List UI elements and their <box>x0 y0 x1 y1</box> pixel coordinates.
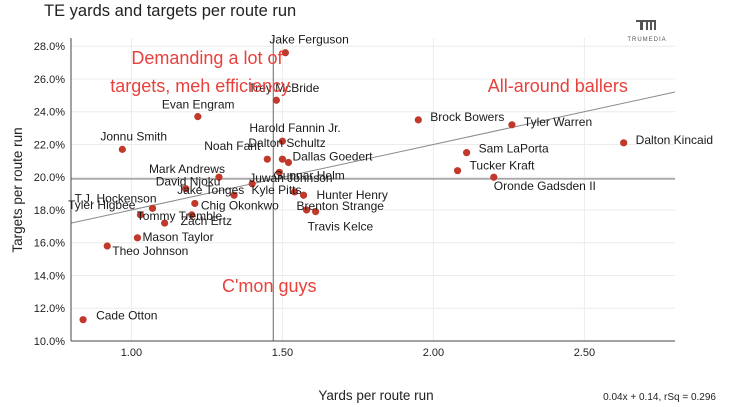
point-label: Chig Okonkwo <box>201 198 279 212</box>
data-point <box>194 113 202 121</box>
x-tick-label: 2.00 <box>423 347 444 359</box>
data-point <box>182 185 190 193</box>
data-point <box>263 155 271 163</box>
chart-title: TE yards and targets per route run <box>44 2 297 20</box>
logo-m3-icon <box>654 22 656 30</box>
data-point <box>278 137 286 145</box>
point-label: Tyler Warren <box>524 115 592 129</box>
point-label: Jake Ferguson <box>269 33 348 47</box>
point-label: Tommy Tremble <box>137 209 223 223</box>
y-tick-label: 22.0% <box>34 139 65 151</box>
point-label: Harold Fannin Jr. <box>249 121 340 135</box>
data-point <box>248 180 256 188</box>
data-point <box>133 234 142 242</box>
data-point <box>290 188 299 196</box>
point-label: Tucker Kraft <box>470 159 536 173</box>
point-label: Oronde Gadsden II <box>494 179 596 193</box>
y-tick-label: 10.0% <box>34 336 65 348</box>
y-tick-label: 20.0% <box>34 172 65 184</box>
logo-m2-icon <box>650 22 652 30</box>
x-axis-label: Yards per route run <box>318 388 433 403</box>
data-point <box>312 208 320 216</box>
y-tick-label: 24.0% <box>34 107 65 119</box>
point-label: Travis Kelce <box>308 220 374 234</box>
reference-lines <box>71 38 675 341</box>
chart-annotation: All-around ballers <box>488 76 628 96</box>
tick-labels: 10.0% 12.0% 14.0% 16.0% 18.0% 20.0% 22.0% 24.0%… <box>34 41 595 359</box>
logo-t-icon <box>640 22 643 30</box>
point-label: Hunter Henry <box>317 188 388 202</box>
point-label: Jonnu Smith <box>100 129 167 143</box>
point-label: Kyle Pitts <box>251 183 301 197</box>
point-label: Zach Ertz <box>181 214 232 228</box>
y-tick-label: 18.0% <box>34 205 65 217</box>
y-tick-label: 12.0% <box>34 303 65 315</box>
point-label: Dallas Goedert <box>292 149 373 163</box>
data-point <box>230 191 238 199</box>
data-point <box>191 199 199 208</box>
y-tick-label: 16.0% <box>34 238 65 250</box>
point-label: Tyler Higbee <box>68 198 136 212</box>
point-label: David Njoku <box>156 175 221 189</box>
data-point <box>161 219 169 227</box>
point-label: Jake Tonges <box>177 183 244 197</box>
x-tick-label: 2.50 <box>574 347 595 359</box>
y-tick-label: 26.0% <box>34 74 65 86</box>
point-label: Mark Andrews <box>149 162 225 176</box>
chart-annotation: Demanding a lot of <box>131 48 283 68</box>
data-point <box>508 121 516 129</box>
logo-m1-icon <box>646 22 648 30</box>
data-point <box>414 116 422 124</box>
annotations: Demanding a lot of targets, meh efficienc… <box>110 48 628 296</box>
data-point <box>453 167 462 175</box>
x-tick-label: 1.50 <box>272 347 293 359</box>
data-point <box>148 204 157 212</box>
data-point <box>278 155 286 163</box>
data-point <box>188 211 196 219</box>
point-label: T.J. Hockenson <box>74 191 156 205</box>
axes <box>70 38 675 342</box>
y-tick-label: 14.0% <box>34 270 65 282</box>
data-point <box>103 242 111 250</box>
y-tick-label: 28.0% <box>34 41 65 53</box>
trumedia-logo: TRUMEDIA <box>627 20 666 43</box>
chart-annotation: C'mon guys <box>222 276 316 296</box>
point-label: Dalton Schultz <box>248 136 325 150</box>
data-point <box>490 173 498 181</box>
x-tick-label: 1.00 <box>121 347 142 359</box>
point-label: Sam LaPorta <box>479 142 549 156</box>
point-labels: Jake Ferguson Trey McBride Evan Engram Broc… <box>68 33 713 323</box>
point-label: Mason Taylor <box>142 230 213 244</box>
point-label: Evan Engram <box>162 98 235 112</box>
data-point <box>463 149 471 157</box>
data-point <box>118 145 126 153</box>
point-label: Theo Johnson <box>112 244 188 258</box>
point-label: Juwan Johnson <box>249 171 332 185</box>
chart-annotation: targets, meh efficiency <box>110 76 290 96</box>
trendline-equation: 0.04x + 0.14, rSq = 0.296 <box>603 392 716 403</box>
logo-text: TRUMEDIA <box>627 37 666 43</box>
data-point <box>136 211 145 219</box>
data-point <box>272 96 280 104</box>
data-point <box>79 316 87 324</box>
point-label: Trey McBride <box>248 81 319 95</box>
data-point <box>284 158 293 167</box>
trendline <box>70 91 676 224</box>
point-label: Noah Fant <box>204 139 261 153</box>
data-point <box>620 139 628 147</box>
point-label: Cade Otton <box>96 309 157 323</box>
data-points <box>79 49 628 324</box>
data-point <box>215 173 223 181</box>
data-point <box>302 206 311 214</box>
point-label: Brenton Strange <box>297 199 385 213</box>
data-point <box>281 49 290 57</box>
data-point <box>299 191 308 199</box>
logo-bar-icon <box>636 20 656 22</box>
point-label: Brock Bowers <box>430 110 504 124</box>
point-label: Dalton Kincaid <box>636 133 713 147</box>
data-point <box>275 168 283 176</box>
point-label: Gunnar Helm <box>273 168 344 182</box>
y-axis-label: Targets per route run <box>10 127 25 252</box>
